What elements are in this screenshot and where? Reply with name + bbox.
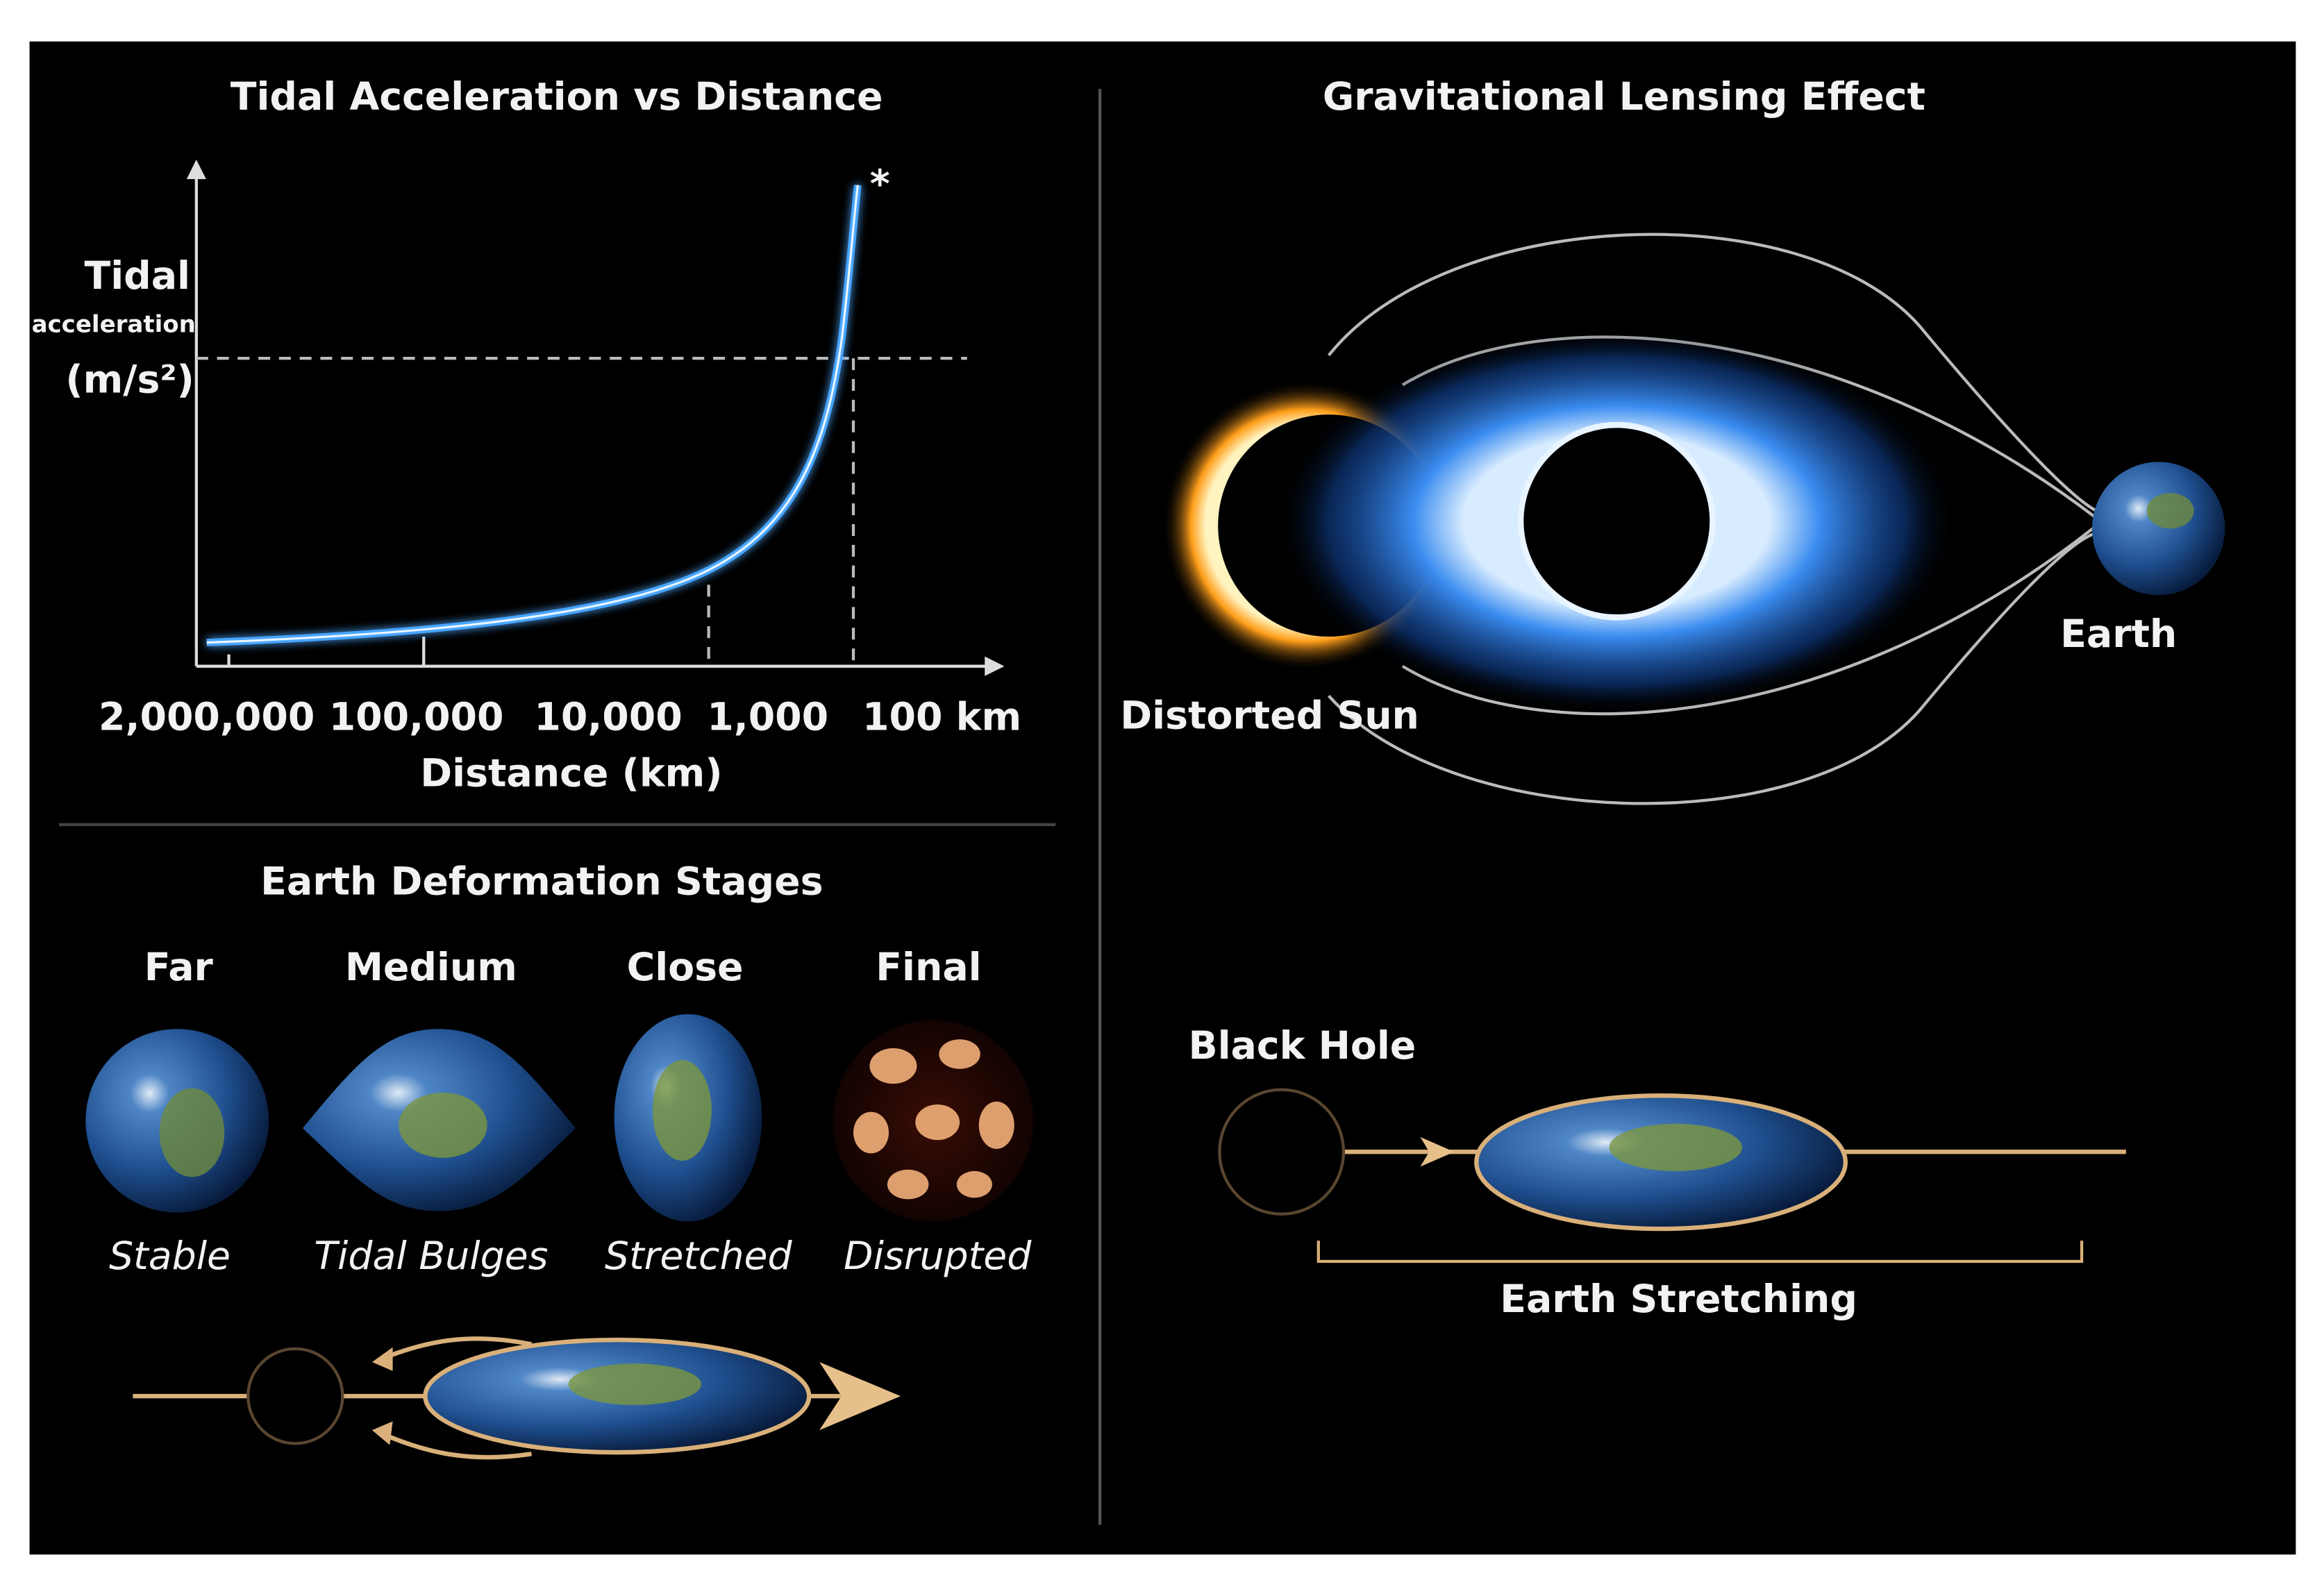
stage-state: Stretched xyxy=(605,1234,793,1279)
chart-title: Tidal Acceleration vs Distance xyxy=(231,75,883,119)
black-hole xyxy=(1517,421,1716,621)
x-tick-label: 100,000 xyxy=(329,696,504,740)
land xyxy=(159,1088,225,1177)
caption: Earth Stretching xyxy=(1500,1277,1857,1322)
black-hole xyxy=(1218,1088,1346,1216)
fragment xyxy=(939,1039,980,1069)
fragment xyxy=(956,1170,992,1198)
y-label: acceleration xyxy=(32,311,196,339)
earth-label: Earth xyxy=(2060,612,2177,657)
arrow xyxy=(985,656,1005,676)
stage-state: Tidal Bulges xyxy=(314,1234,548,1279)
x-tick-label: 100 km xyxy=(862,696,1021,740)
land xyxy=(2146,493,2194,529)
x-tick-label: 2,000,000 xyxy=(99,696,315,740)
arrow xyxy=(371,1347,393,1371)
marker: * xyxy=(870,162,890,207)
stage-state: Stable xyxy=(109,1234,231,1279)
arrow xyxy=(371,1421,393,1445)
arrow xyxy=(1420,1136,1455,1167)
light-path xyxy=(1328,531,2097,805)
stage-label: Close xyxy=(627,946,744,990)
y-label: (m/s²) xyxy=(65,358,194,402)
sun-label: Distorted Sun xyxy=(1120,694,1419,738)
x-tick-label: 10,000 xyxy=(534,696,682,740)
light-path xyxy=(1327,233,2098,512)
stage-label: Final xyxy=(876,946,981,990)
land xyxy=(652,1059,712,1161)
fragment xyxy=(869,1048,917,1084)
fragment xyxy=(887,1169,929,1200)
earth xyxy=(2091,462,2225,596)
stage-state: Disrupted xyxy=(844,1234,1032,1279)
bracket xyxy=(1317,1241,2084,1263)
axes xyxy=(186,159,1005,676)
fragment xyxy=(915,1104,960,1141)
fragments xyxy=(853,1039,1014,1200)
panel xyxy=(29,41,2296,1555)
y-label: Tidal xyxy=(85,254,190,299)
fragment xyxy=(853,1111,889,1154)
section-title: Earth Deformation Stages xyxy=(260,859,823,904)
black-hole xyxy=(246,1347,344,1445)
x-tick-label: 1,000 xyxy=(707,696,828,740)
stage-label: Medium xyxy=(345,946,517,990)
curve-core xyxy=(206,185,859,644)
arrow xyxy=(819,1362,901,1431)
land xyxy=(399,1092,487,1158)
arrow xyxy=(186,159,206,180)
force-arrow xyxy=(380,1431,532,1460)
black-hole-label: Black Hole xyxy=(1188,1024,1416,1068)
x-label: Distance (km) xyxy=(420,752,722,796)
stage-label: Far xyxy=(144,946,214,990)
land xyxy=(568,1363,701,1405)
section-title: Gravitational Lensing Effect xyxy=(1323,75,1925,119)
fragment xyxy=(978,1101,1014,1149)
force-arrow xyxy=(380,1336,533,1361)
land xyxy=(1609,1123,1743,1171)
